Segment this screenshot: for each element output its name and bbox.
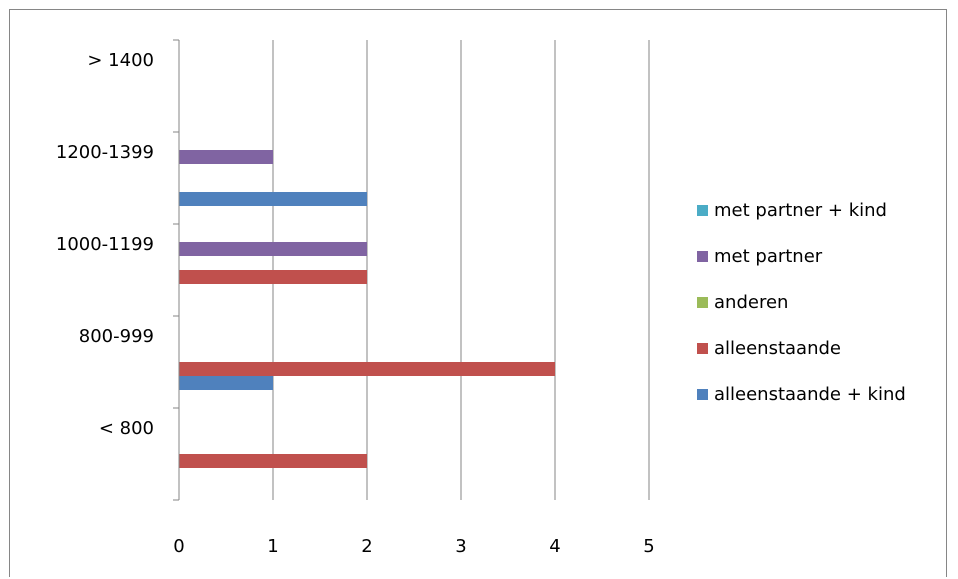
bar — [179, 376, 273, 390]
legend-swatch — [697, 388, 708, 400]
x-tick-label: 5 — [643, 536, 654, 557]
legend-item: alleenstaande — [697, 325, 952, 371]
legend-item: met partner — [697, 233, 952, 279]
x-tick-label: 3 — [455, 536, 466, 557]
legend-item: anderen — [697, 279, 952, 325]
bar — [179, 242, 367, 256]
legend-label: met partner + kind — [714, 199, 887, 221]
bar — [179, 192, 367, 206]
legend-swatch — [697, 250, 708, 262]
y-tick-label: < 800 — [99, 418, 154, 439]
bars — [179, 150, 555, 468]
legend-swatch — [697, 342, 708, 354]
legend-swatch — [697, 296, 708, 308]
y-tick-label: 1000-1199 — [56, 234, 154, 255]
axes — [173, 39, 180, 501]
legend-label: met partner — [714, 245, 823, 267]
legend-label: alleenstaande + kind — [714, 383, 906, 405]
y-tick-label: > 1400 — [87, 50, 154, 71]
y-tick-label: 1200-1399 — [56, 142, 154, 163]
y-tick-label: 800-999 — [79, 326, 154, 347]
bar — [179, 362, 555, 376]
x-tick-label: 1 — [267, 536, 278, 557]
legend-label: alleenstaande — [714, 337, 841, 359]
x-tick-label: 0 — [173, 536, 184, 557]
legend-label: anderen — [714, 291, 789, 313]
bar — [179, 150, 273, 164]
bar — [179, 270, 367, 284]
legend-item: met partner + kind — [697, 187, 952, 233]
x-tick-label: 4 — [549, 536, 560, 557]
bar — [179, 454, 367, 468]
legend-item: alleenstaande + kind — [697, 371, 952, 417]
tick-labels: 0 1 2 3 4 5 < 800 800-999 1000-1199 1200-1399 > 14… — [56, 50, 655, 557]
legend-swatch — [697, 204, 708, 216]
x-tick-label: 2 — [361, 536, 372, 557]
legend: met partner + kind met partner anderen alle… — [697, 187, 952, 417]
chart-frame — [9, 9, 947, 577]
